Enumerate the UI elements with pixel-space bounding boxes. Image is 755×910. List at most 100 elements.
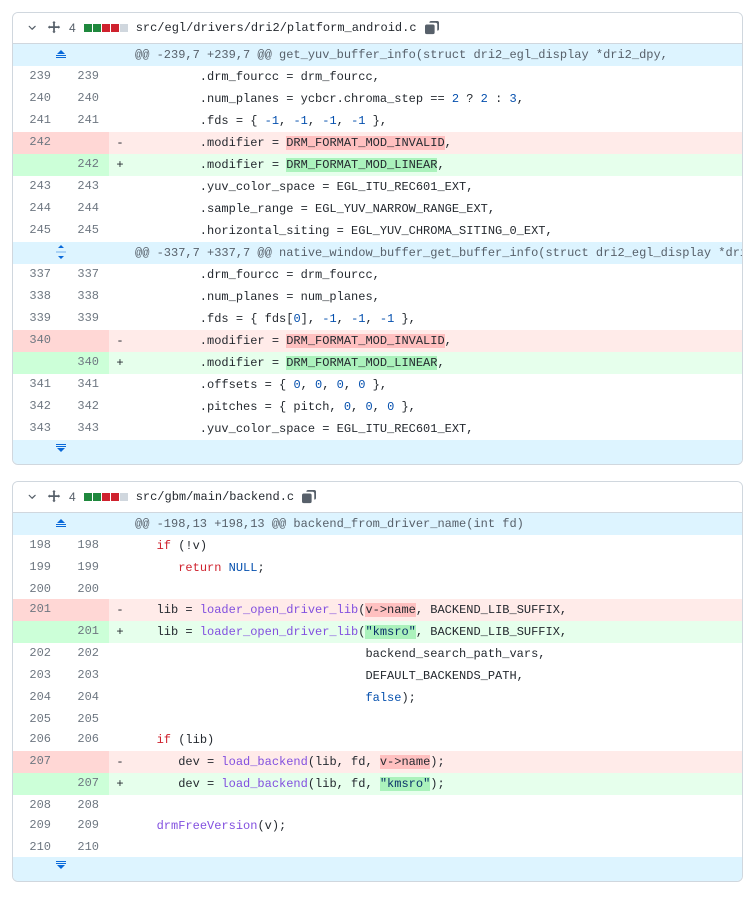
diff-line-addition: 207+ dev = load_backend(lib, fd, "kmsro"… [13,773,742,795]
line-number-new[interactable]: 204 [61,687,109,709]
line-number-old[interactable]: 242 [13,132,61,154]
line-number-new[interactable]: 205 [61,709,109,729]
line-number-old [13,621,61,643]
move-icon[interactable] [47,490,61,504]
line-number-old[interactable]: 198 [13,535,61,557]
collapse-toggle-icon[interactable] [25,21,39,35]
line-number-new[interactable]: 208 [61,795,109,815]
file-path[interactable]: src/gbm/main/backend.c [136,490,294,504]
line-number-old[interactable]: 208 [13,795,61,815]
diff-line-deletion: 340- .modifier = DRM_FORMAT_MOD_INVALID, [13,330,742,352]
line-number-new[interactable]: 200 [61,579,109,599]
copy-path-icon[interactable] [302,490,316,504]
line-number-old[interactable]: 200 [13,579,61,599]
diff-file: 4 src/gbm/main/backend.c @@ -198,13 +198… [12,481,743,882]
line-number-new[interactable]: 245 [61,220,109,242]
line-number-old[interactable]: 337 [13,264,61,286]
diff-line: 200200 [13,579,742,599]
line-number-old[interactable]: 201 [13,599,61,621]
line-number-new[interactable]: 209 [61,815,109,837]
line-number-old[interactable]: 245 [13,220,61,242]
line-number-old[interactable]: 204 [13,687,61,709]
line-number-old[interactable]: 207 [13,751,61,773]
line-number-old[interactable]: 206 [13,729,61,751]
line-number-new[interactable]: 199 [61,557,109,579]
line-number-old[interactable]: 339 [13,308,61,330]
expand-down-row[interactable] [13,440,742,464]
hunk-text: @@ -337,7 +337,7 @@ native_window_buffer… [131,242,742,264]
line-number-new[interactable]: 207 [61,773,109,795]
line-number-new[interactable]: 243 [61,176,109,198]
diff-line: 245245 .horizontal_siting = EGL_YUV_CHRO… [13,220,742,242]
expand-down-icon[interactable] [13,440,109,464]
line-number-old[interactable]: 210 [13,837,61,857]
line-number-old [13,352,61,374]
line-number-new[interactable]: 198 [61,535,109,557]
line-number-old[interactable]: 243 [13,176,61,198]
line-number-old[interactable]: 203 [13,665,61,687]
expand-up-icon[interactable] [13,513,109,535]
line-number-new[interactable]: 201 [61,621,109,643]
line-number-new[interactable]: 340 [61,352,109,374]
diff-sign: + [109,773,131,795]
line-number-new[interactable]: 206 [61,729,109,751]
expand-up-icon[interactable] [13,44,109,66]
diff-sign: - [109,751,131,773]
line-number-new[interactable]: 341 [61,374,109,396]
line-number-old[interactable]: 340 [13,330,61,352]
code-cell: .yuv_color_space = EGL_ITU_REC601_EXT, [131,176,742,198]
code-cell: .modifier = DRM_FORMAT_MOD_LINEAR, [131,154,742,176]
code-cell: .fds = { fds[0], -1, -1, -1 }, [131,308,742,330]
line-number-old[interactable]: 199 [13,557,61,579]
code-cell: dev = load_backend(lib, fd, "kmsro"); [131,773,742,795]
line-number-old[interactable]: 202 [13,643,61,665]
code-cell: lib = loader_open_driver_lib(v->name, BA… [131,599,742,621]
line-number-new[interactable]: 202 [61,643,109,665]
diff-sign: - [109,132,131,154]
line-number-old[interactable]: 240 [13,88,61,110]
diff-line: 209209 drmFreeVersion(v); [13,815,742,837]
line-number-old[interactable]: 341 [13,374,61,396]
code-cell: .modifier = DRM_FORMAT_MOD_INVALID, [131,132,742,154]
diff-sign: + [109,154,131,176]
code-cell: lib = loader_open_driver_lib("kmsro", BA… [131,621,742,643]
line-number-new[interactable]: 343 [61,418,109,440]
line-number-new[interactable]: 337 [61,264,109,286]
line-number-old[interactable]: 209 [13,815,61,837]
expand-down-icon[interactable] [13,857,109,881]
line-number-new[interactable]: 339 [61,308,109,330]
diff-line: 241241 .fds = { -1, -1, -1, -1 }, [13,110,742,132]
expand-both-icon[interactable] [13,242,109,264]
expand-down-row[interactable] [13,857,742,881]
line-number-new[interactable]: 342 [61,396,109,418]
line-number-new[interactable]: 240 [61,88,109,110]
line-number-old[interactable]: 239 [13,66,61,88]
line-number-old[interactable]: 241 [13,110,61,132]
line-number-new[interactable]: 203 [61,665,109,687]
code-cell: .sample_range = EGL_YUV_NARROW_RANGE_EXT… [131,198,742,220]
hunk-header: @@ -239,7 +239,7 @@ get_yuv_buffer_info(… [13,44,742,66]
diff-line: 339339 .fds = { fds[0], -1, -1, -1 }, [13,308,742,330]
line-number-new[interactable]: 210 [61,837,109,857]
hunk-text: @@ -239,7 +239,7 @@ get_yuv_buffer_info(… [131,44,742,66]
diff-line-deletion: 201- lib = loader_open_driver_lib(v->nam… [13,599,742,621]
line-number-new[interactable]: 338 [61,286,109,308]
line-number-new[interactable]: 241 [61,110,109,132]
file-path[interactable]: src/egl/drivers/dri2/platform_android.c [136,21,417,35]
move-icon[interactable] [47,21,61,35]
line-number-new[interactable]: 239 [61,66,109,88]
collapse-toggle-icon[interactable] [25,490,39,504]
line-number-old[interactable]: 343 [13,418,61,440]
diff-line: 210210 [13,837,742,857]
line-number-old[interactable]: 338 [13,286,61,308]
line-number-new[interactable]: 244 [61,198,109,220]
hunk-text: @@ -198,13 +198,13 @@ backend_from_drive… [131,513,742,535]
code-cell: .num_planes = num_planes, [131,286,742,308]
line-number-old[interactable]: 205 [13,709,61,729]
diff-line: 240240 .num_planes = ycbcr.chroma_step =… [13,88,742,110]
line-number-new[interactable]: 242 [61,154,109,176]
diff-line: 342342 .pitches = { pitch, 0, 0, 0 }, [13,396,742,418]
line-number-old[interactable]: 244 [13,198,61,220]
line-number-old[interactable]: 342 [13,396,61,418]
copy-path-icon[interactable] [425,21,439,35]
